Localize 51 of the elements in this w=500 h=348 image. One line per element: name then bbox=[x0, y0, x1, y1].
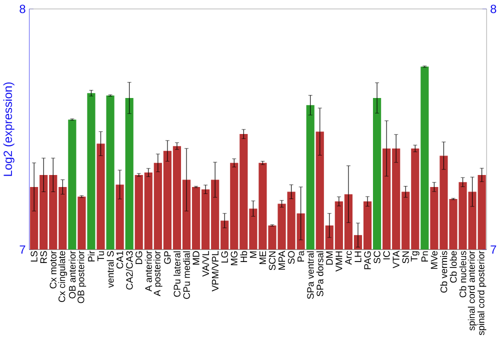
x-tick-label: CA2/CA3 bbox=[126, 251, 133, 290]
x-tick-label: Cx motor bbox=[50, 250, 56, 288]
x-tick-label: SPa ventral bbox=[306, 251, 314, 299]
x-tick-label: Cb nucleus bbox=[459, 251, 466, 298]
x-tick-label: Arc bbox=[345, 250, 352, 265]
x-tick-label: RS bbox=[40, 251, 47, 264]
x-tick-label: ventral S bbox=[106, 251, 114, 288]
x-tick-label: Cb lobe bbox=[450, 251, 457, 283]
x-tick-label: CA1 bbox=[116, 251, 124, 269]
y2-tick-label: 7 bbox=[490, 245, 496, 254]
x-tick-label: LS bbox=[30, 251, 38, 262]
x-tick-label: MVe bbox=[430, 251, 438, 269]
x-tick-label: PAG bbox=[364, 251, 371, 270]
x-tick-label: MPA bbox=[278, 250, 286, 270]
x-tick-label: Hb bbox=[240, 251, 248, 262]
x-tick-label: Pn bbox=[421, 251, 428, 262]
x-tick-label: SCN bbox=[268, 252, 276, 270]
x-tick-label: VMH bbox=[336, 252, 342, 272]
x-tick-label: Cx cingulate bbox=[58, 251, 68, 302]
x-tick-label: DG bbox=[136, 251, 142, 264]
x-tick-label: Pir bbox=[88, 250, 95, 262]
x-tick-label: SPa dorsal bbox=[316, 251, 324, 296]
x-tick-label: OB anterior bbox=[68, 250, 76, 298]
y-axis-title: Log2 (expression) bbox=[3, 82, 14, 176]
x-tick-label: GP bbox=[164, 251, 171, 264]
x-tick-label: ME bbox=[259, 251, 266, 264]
x-tick-label: IC bbox=[383, 251, 390, 260]
x-tick-label: SO bbox=[288, 251, 295, 264]
x-tick-label: SN bbox=[402, 252, 409, 264]
x-tick-label: Pa bbox=[298, 250, 304, 262]
x-tick-label: VPM/VPL bbox=[212, 251, 219, 292]
x-tick-label: VTA bbox=[392, 250, 400, 268]
x-tick-label: SC bbox=[374, 251, 380, 264]
x-tick-label: Tg bbox=[410, 251, 420, 262]
x-tick-label: Tu bbox=[97, 251, 104, 262]
x-tick-label: CPu lateral bbox=[174, 251, 180, 297]
x-tick-label: MG bbox=[230, 251, 238, 266]
y2-tick-label: 8 bbox=[490, 4, 496, 14]
x-tick-label: A posterior bbox=[154, 250, 162, 296]
x-tick-label: LG bbox=[221, 251, 228, 263]
x-tick-label: A anterior bbox=[144, 250, 152, 292]
x-tick-label: OB posterior bbox=[77, 250, 86, 304]
x-tick-label: DM bbox=[326, 252, 333, 265]
x-tick-label: Cb vermis bbox=[440, 251, 448, 293]
x-tick-label: spinal cord anterior bbox=[468, 250, 477, 330]
x-tick-label: VA/VL bbox=[202, 251, 210, 277]
x-tick-label: CPu medial bbox=[183, 251, 190, 299]
x-tick-label: MD bbox=[192, 251, 200, 265]
x-tick-label: LH bbox=[354, 252, 362, 262]
x-tick-label: spinal cord posterior bbox=[477, 250, 486, 336]
x-tick-label: M bbox=[250, 252, 256, 258]
